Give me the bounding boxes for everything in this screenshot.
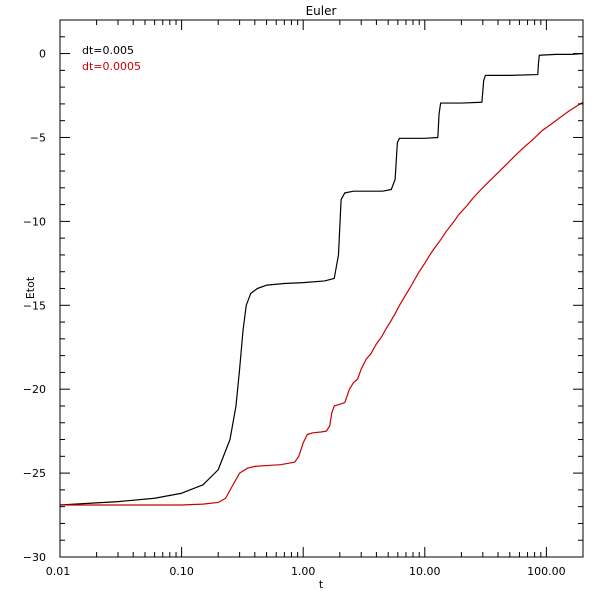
legend-entry-2: dt=0.0005 <box>82 60 141 73</box>
series-line-1 <box>60 52 583 506</box>
x-tick-label: 10.00 <box>409 565 441 578</box>
chart-title: Euler <box>306 4 337 18</box>
y-tick-label: −10 <box>23 215 46 228</box>
series-line-2 <box>60 101 583 506</box>
y-tick-label: −25 <box>23 467 46 480</box>
y-tick-label: −20 <box>23 383 46 396</box>
series-layer <box>60 52 583 506</box>
y-tick-label: −5 <box>30 131 46 144</box>
legend-entry-1: dt=0.005 <box>82 44 134 57</box>
legend: dt=0.005 dt=0.0005 <box>82 44 141 73</box>
y-tick-label: −15 <box>23 299 46 312</box>
ticks-layer <box>59 19 584 558</box>
tick-labels-layer: 0.01 0.10 1.00 10.00 100.00 0 −5 −10 −15 −20 −25 −3… <box>23 48 566 578</box>
x-axis-label: t <box>319 578 324 591</box>
y-tick-label: 0 <box>39 48 46 61</box>
x-tick-label: 0.10 <box>169 565 194 578</box>
x-tick-label: 100.00 <box>527 565 566 578</box>
x-tick-label: 0.01 <box>46 565 71 578</box>
x-tick-label: 1.00 <box>291 565 316 578</box>
y-axis-label: Etot <box>24 276 37 299</box>
y-tick-label: −30 <box>23 551 46 564</box>
